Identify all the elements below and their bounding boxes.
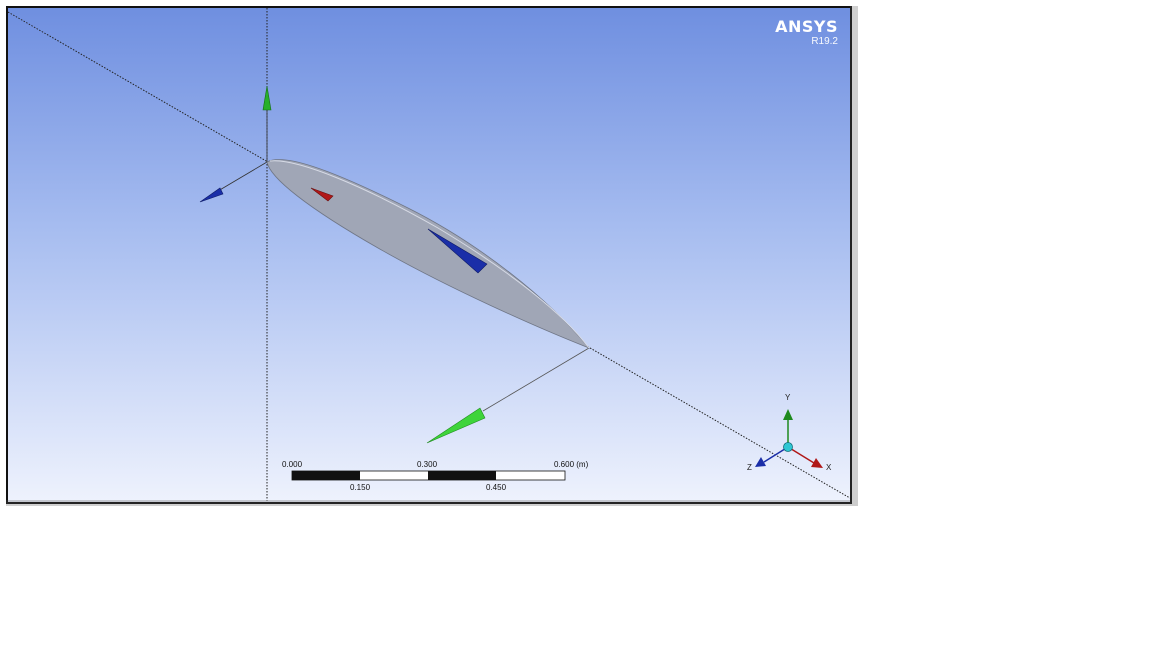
scene-canvas[interactable] xyxy=(8,8,850,502)
graphics-viewport[interactable]: ANSYS R19.2 0.000 0.300 0.600 (m) 0.150 … xyxy=(6,6,852,504)
triad-y-arrow-icon xyxy=(783,409,793,420)
scale-label-300: 0.300 xyxy=(417,460,438,469)
airfoil-body[interactable] xyxy=(266,159,591,349)
scale-label-150: 0.150 xyxy=(350,483,371,492)
viewport-border-dots-right xyxy=(850,6,858,506)
triad-x-label: X xyxy=(826,463,832,472)
scale-bar xyxy=(291,470,566,481)
y-arrow-icon xyxy=(262,85,272,111)
x-arrow-icon xyxy=(310,187,334,202)
z-direction-line xyxy=(212,161,268,195)
triad-y-label: Y xyxy=(785,393,791,402)
logo-brand: ANSYS xyxy=(775,17,838,36)
triad-x-arrow-icon xyxy=(811,458,823,468)
green-load-arrow-icon xyxy=(426,407,486,444)
scale-label-600: 0.600 (m) xyxy=(554,460,589,469)
axis-triad[interactable] xyxy=(755,409,823,468)
ansys-logo: ANSYS R19.2 xyxy=(775,17,838,48)
scale-label-0: 0.000 xyxy=(282,460,303,469)
triad-origin-icon xyxy=(783,442,793,452)
z-arrow-icon xyxy=(199,187,224,203)
trailing-edge-line xyxy=(482,347,590,412)
triad-z-arrow-icon xyxy=(755,457,766,467)
airfoil-upper-highlight xyxy=(269,160,590,349)
logo-version: R19.2 xyxy=(811,36,838,47)
triad-z-label: Z xyxy=(747,463,752,472)
scale-label-450: 0.450 xyxy=(486,483,507,492)
load-arrow-icon xyxy=(427,228,488,274)
viewport-border-dots-bottom xyxy=(6,500,858,506)
